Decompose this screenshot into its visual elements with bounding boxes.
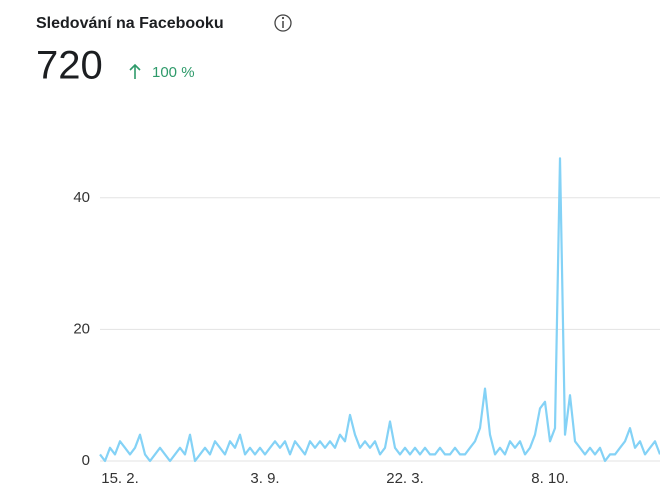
x-tick-label: 15. 2.: [101, 470, 139, 487]
metric-change: 100 %: [152, 64, 195, 81]
info-icon[interactable]: [274, 14, 292, 32]
x-tick-label: 3. 9.: [250, 470, 279, 487]
line-series: [99, 157, 660, 463]
widget-title: Sledování na Facebooku: [36, 15, 224, 32]
up-arrow: [129, 63, 141, 79]
x-tick-label: 22. 3.: [386, 470, 424, 487]
y-tick-label: 40: [73, 189, 90, 206]
metric-value: 720: [36, 44, 103, 88]
x-tick-label: 8. 10.: [531, 470, 569, 487]
y-tick-label: 20: [73, 320, 90, 337]
y-tick-label: 0: [82, 452, 90, 469]
